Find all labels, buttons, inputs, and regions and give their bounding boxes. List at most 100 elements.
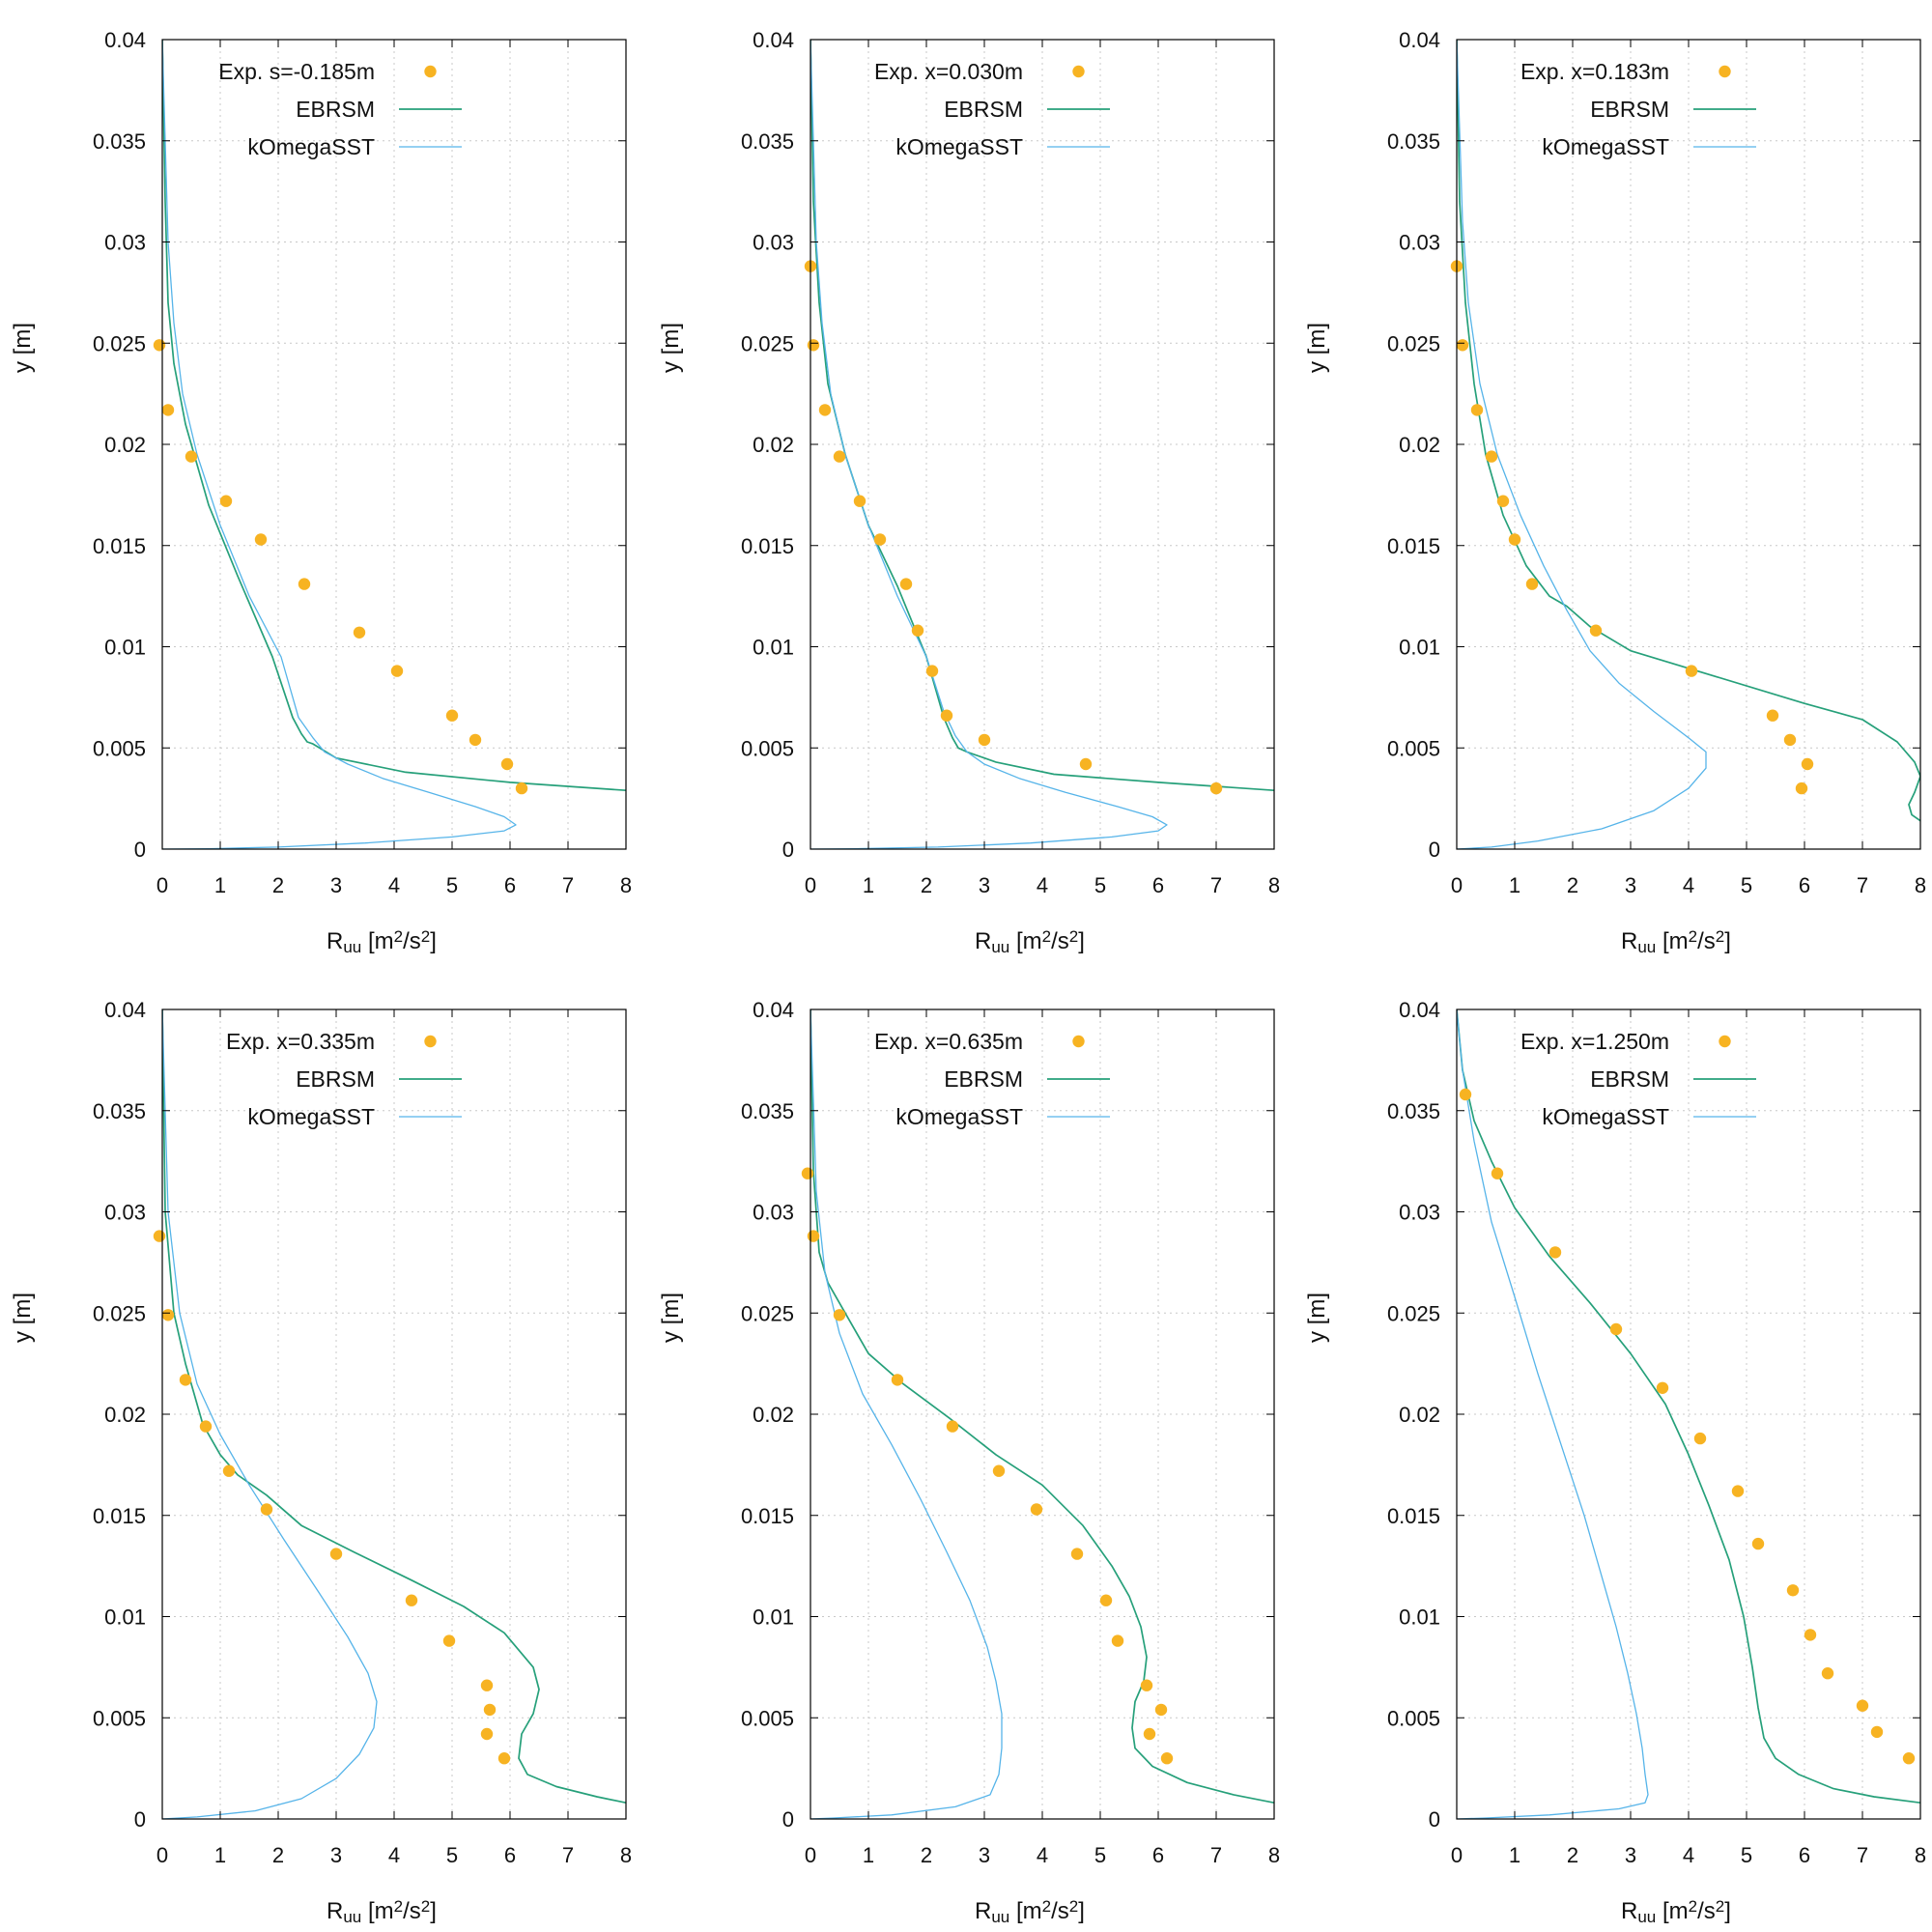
- x-axis-label-part: 2: [1069, 927, 1078, 946]
- x-axis-label-part: uu: [991, 938, 1009, 956]
- exp-data-point: [891, 1374, 904, 1386]
- x-tick-label: 2: [921, 873, 932, 897]
- exp-data-point: [911, 624, 924, 637]
- exp-data-point: [219, 495, 233, 507]
- komegasst-line: [162, 40, 517, 849]
- exp-data-point: [1656, 1381, 1669, 1395]
- y-tick-label: 0.03: [104, 231, 146, 255]
- legend-label: kOmegaSST: [1542, 1104, 1669, 1129]
- y-tick-label: 0.035: [741, 1099, 794, 1123]
- exp-data-point: [480, 1679, 494, 1691]
- legend-label: Exp. x=1.250m: [1520, 1029, 1669, 1054]
- chart-panel-3: 0 1 2 3 4 5 6 7 8 0 0.005 0.01 0.015 0.02 0.025 0.03 0.0…: [1304, 28, 1926, 956]
- y-tick-label: 0.03: [104, 1201, 146, 1225]
- x-axis-label-part: 2: [1716, 1897, 1724, 1916]
- exp-data-point: [497, 1752, 511, 1765]
- x-axis-label: Ruu [m2/s2]: [1621, 927, 1731, 956]
- y-tick-label: 0.005: [93, 1706, 146, 1730]
- plot-area: [162, 1009, 626, 1819]
- exp-data-point: [153, 339, 166, 352]
- exp-data-point: [1685, 665, 1698, 677]
- y-tick-label: 0: [1429, 838, 1440, 862]
- y-tick-label: 0.025: [1387, 331, 1440, 355]
- legend: Exp. x=0.030m EBRSM kOmegaSST: [874, 59, 1110, 159]
- exp-data-point: [1609, 1322, 1623, 1336]
- grid: [1457, 1009, 1920, 1819]
- y-tick-label: 0.01: [1399, 1605, 1440, 1630]
- x-tick-label: 4: [1683, 873, 1694, 897]
- komegasst-line: [810, 1009, 1003, 1819]
- exp-data-point: [1731, 1485, 1745, 1497]
- exp-data-point: [833, 450, 846, 463]
- chart-panel-6: 0 1 2 3 4 5 6 7 8 0 0.005 0.01 0.015 0.02 0.025 0.03 0.0…: [1304, 998, 1926, 1926]
- exp-data-point: [1160, 1752, 1174, 1765]
- y-tick-label: 0.035: [1387, 129, 1440, 154]
- legend-label: Exp. x=0.635m: [874, 1029, 1023, 1054]
- exp-data-point: [329, 1548, 343, 1560]
- x-tick-label: 1: [1509, 873, 1520, 897]
- x-tick-label: 4: [1037, 1843, 1048, 1867]
- legend: Exp. x=0.183m EBRSM kOmegaSST: [1520, 59, 1756, 159]
- x-axis-label-part: R: [975, 1898, 991, 1924]
- x-tick-label: 1: [1509, 1843, 1520, 1867]
- x-axis-label-part: uu: [1637, 1908, 1656, 1926]
- x-tick-label: 0: [156, 1843, 168, 1867]
- x-tick-label: 3: [330, 873, 342, 897]
- exp-data-point: [899, 578, 913, 590]
- x-axis-label-part: 2: [394, 927, 403, 946]
- x-tick-label: 3: [979, 873, 990, 897]
- x-axis-label-part: [1656, 1898, 1662, 1924]
- exp-data-point: [1804, 1629, 1817, 1641]
- exp-data-point: [1525, 578, 1539, 590]
- y-tick-label: 0.04: [753, 998, 794, 1022]
- x-tick-label: 6: [504, 873, 516, 897]
- x-axis-label-part: R: [327, 1898, 343, 1924]
- exp-data-point: [500, 757, 514, 771]
- exp-data-point: [873, 533, 887, 546]
- x-axis-label-part: 2: [1042, 1897, 1051, 1916]
- exp-data-point: [807, 339, 820, 352]
- x-axis-label-part: ]: [1724, 928, 1731, 954]
- x-axis-label-part: uu: [343, 1908, 361, 1926]
- x-tick-label: 5: [1741, 1843, 1752, 1867]
- exp-data-point: [199, 1420, 213, 1433]
- x-tick-label: 4: [1037, 873, 1048, 897]
- y-tick-label: 0.025: [741, 1301, 794, 1325]
- x-tick-label: 3: [1625, 1843, 1636, 1867]
- x-axis-label-part: ]: [430, 1898, 437, 1924]
- x-tick-label: 2: [272, 873, 284, 897]
- exp-data-point: [353, 626, 366, 639]
- legend-label: Exp. x=0.030m: [874, 59, 1023, 84]
- exp-data-point: [405, 1594, 418, 1606]
- x-tick-label: 1: [214, 873, 226, 897]
- exp-data-point: [179, 1374, 192, 1386]
- x-axis-label-part: [361, 1898, 368, 1924]
- exp-data-point: [1070, 1548, 1084, 1560]
- chart-panel-5: 0 1 2 3 4 5 6 7 8 0 0.005 0.01 0.015 0.02 0.025 0.03 0.0…: [658, 998, 1280, 1926]
- x-axis-label: Ruu [m2/s2]: [327, 927, 437, 956]
- x-axis-label-part: uu: [343, 938, 361, 956]
- exp-data-point: [940, 709, 953, 722]
- x-axis-label-part: /s: [1697, 928, 1716, 954]
- y-tick-label: 0.015: [1387, 534, 1440, 558]
- x-axis-label-part: [m: [1662, 928, 1689, 954]
- exp-data-point: [480, 1727, 494, 1741]
- exp-data-point: [1902, 1752, 1916, 1765]
- grid: [1457, 40, 1920, 849]
- legend-exp-marker: [1072, 65, 1085, 78]
- x-tick-label: 8: [620, 873, 632, 897]
- x-tick-label: 0: [805, 1843, 816, 1867]
- legend-label: EBRSM: [1590, 97, 1669, 122]
- x-axis-label-part: 2: [1689, 1897, 1697, 1916]
- x-tick-label: 6: [1152, 1843, 1164, 1867]
- y-tick-label: 0.015: [741, 1504, 794, 1528]
- y-tick-label: 0.005: [1387, 736, 1440, 760]
- exp-data-point: [807, 1230, 820, 1242]
- y-tick-label: 0: [134, 1807, 146, 1832]
- exp-data-point: [1751, 1537, 1765, 1550]
- y-tick-label: 0.02: [1399, 433, 1440, 457]
- x-axis-label-part: 2: [1069, 1897, 1078, 1916]
- y-tick-label: 0.015: [741, 534, 794, 558]
- y-tick-label: 0.01: [753, 636, 794, 660]
